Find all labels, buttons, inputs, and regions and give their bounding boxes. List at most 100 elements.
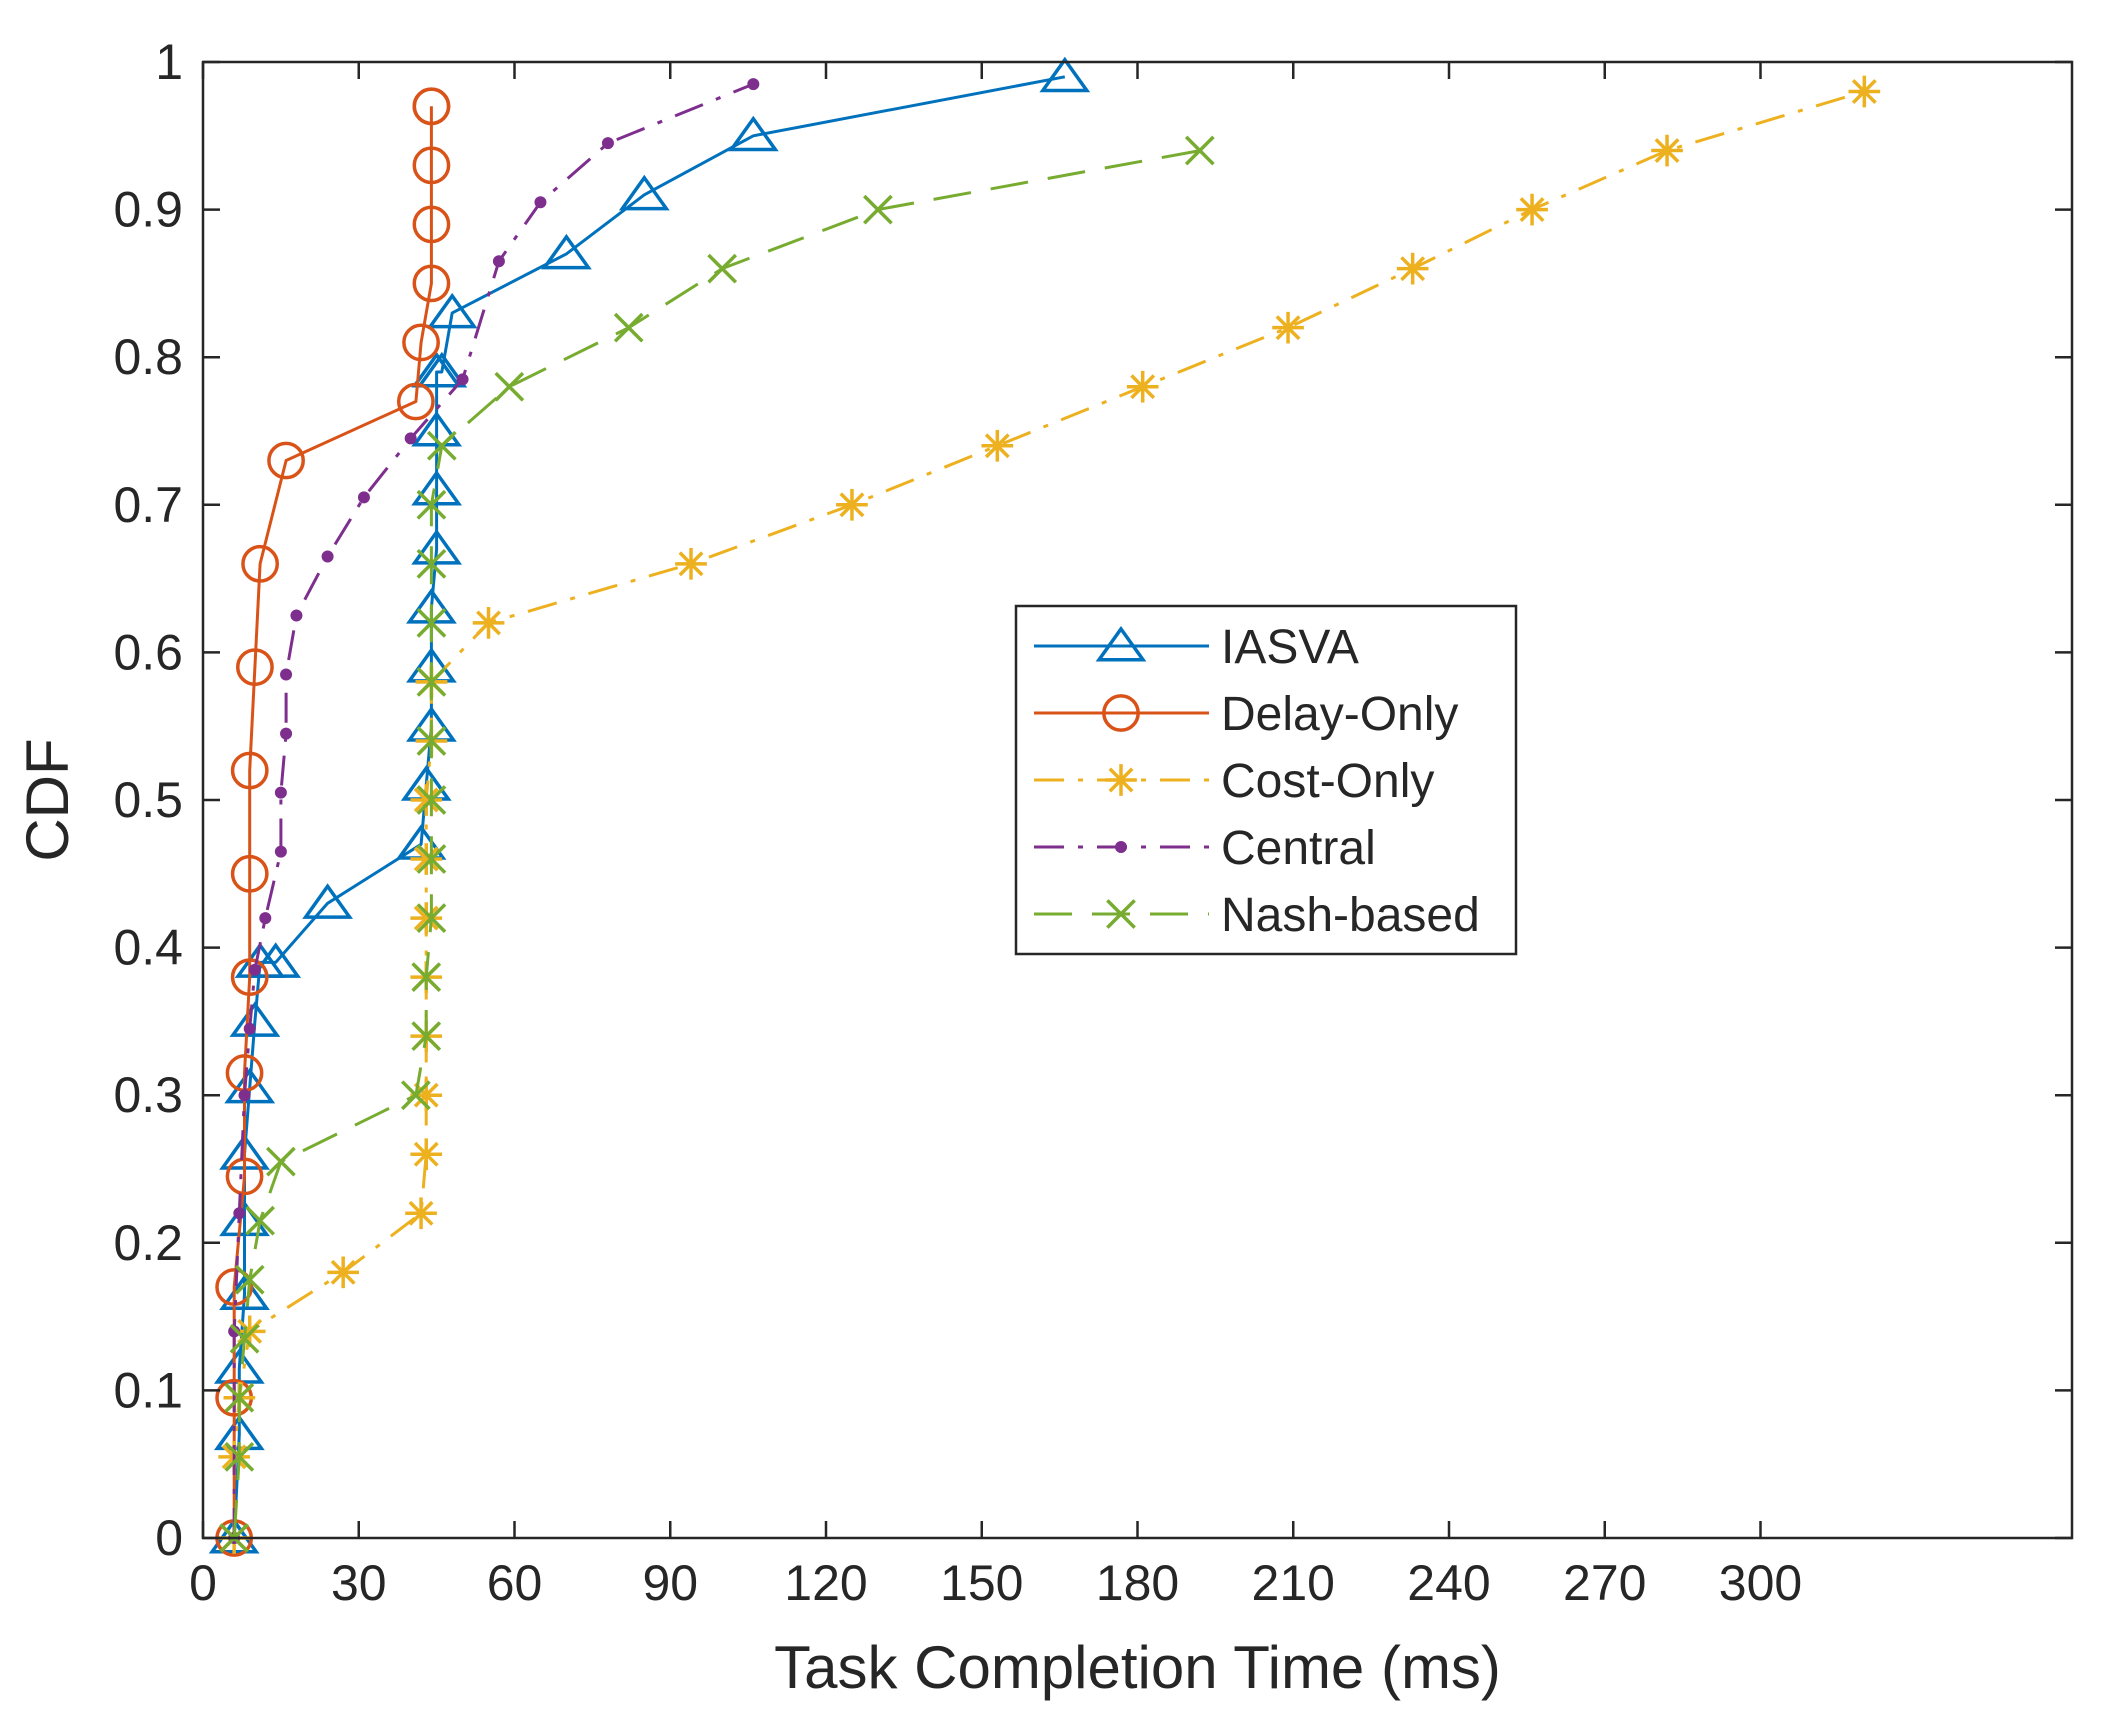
triangle-marker [229,1001,281,1037]
circle-marker [396,382,435,421]
point-marker [1115,841,1127,853]
cross-marker [411,962,442,992]
cross-stroke [416,548,447,579]
point-marker [404,432,417,445]
y-tick-label: 0.5 [113,772,183,828]
circle-marker [412,264,451,303]
triangle-marker [411,529,463,565]
legend-entry: Cost-Only [1034,755,1434,808]
asterisk-stroke [413,846,439,872]
asterisk-marker [981,429,1014,462]
cross-marker [234,1264,265,1295]
asterisk-marker [1848,75,1881,108]
series-nash-based [219,135,1215,1553]
asterisk-stroke [678,551,704,577]
cross-stroke [1184,135,1215,166]
cross-stroke [863,194,893,225]
triangle-marker [411,410,463,447]
x-tick-label: 0 [189,1555,217,1611]
cross-marker [400,1080,431,1111]
cross-stroke [416,844,447,874]
cross-marker [863,194,893,225]
asterisk-stroke [1400,256,1426,282]
cross-stroke [265,1146,296,1177]
circle-marker [402,323,440,362]
cross-marker [416,785,447,815]
cross-marker [416,608,447,638]
cross-marker [426,430,457,461]
point-marker [456,373,469,386]
y-tick-label: 0.3 [113,1067,183,1123]
asterisk-stroke [408,1200,434,1226]
x-tick-label: 210 [1252,1555,1335,1611]
legend-entry: Nash-based [1034,889,1480,942]
point-marker [248,963,261,976]
asterisk-stroke [413,905,439,931]
point-marker [238,1089,251,1102]
legend-entry: IASVA [1034,621,1359,674]
asterisk-marker [1651,134,1683,167]
cross-stroke [416,667,447,697]
series-iasva [208,56,1091,1554]
y-tick-label: 0.9 [113,182,183,238]
cross-stroke [416,785,447,815]
cross-stroke [613,312,644,343]
triangle-marker [1039,56,1091,93]
circle-marker [1102,694,1140,732]
legend-label: Nash-based [1221,889,1480,942]
asterisk-marker [1126,370,1159,403]
cross-marker [245,1205,275,1236]
asterisk-stroke [1654,138,1680,163]
point-marker [280,668,293,681]
point-marker [747,78,760,91]
cross-stroke [416,489,447,520]
triangle-marker [219,1200,270,1237]
circle-marker [412,146,451,185]
point-marker [357,491,370,504]
asterisk-marker [405,1197,437,1230]
asterisk-stroke [1851,79,1877,104]
asterisk-marker [327,1256,360,1289]
cross-marker [416,667,447,697]
x-tick-label: 240 [1407,1555,1490,1611]
legend-label: Central [1221,822,1376,875]
y-tick-label: 0.6 [113,624,183,680]
asterisk-stroke [413,1141,439,1167]
cross-marker [416,726,447,756]
cross-marker [229,1323,260,1354]
cross-stroke [234,1264,265,1295]
asterisk-marker [472,607,505,639]
triangle-marker [224,1067,276,1104]
circle-marker [236,648,274,687]
cross-marker [416,548,447,579]
series-line [232,75,1066,1539]
x-tick-label: 120 [784,1555,867,1611]
point-marker [274,845,287,858]
cross-marker [613,312,644,343]
asterisk-stroke [984,433,1010,459]
point-marker [274,786,287,799]
x-tick-label: 300 [1719,1555,1802,1611]
cross-stroke [224,1441,255,1472]
cross-stroke [411,1021,442,1052]
asterisk-stroke [413,787,439,813]
cross-stroke [426,430,457,461]
asterisk-stroke [1519,197,1545,223]
triangle-marker [302,883,354,919]
point-marker [280,727,293,740]
asterisk-marker [1272,311,1304,344]
asterisk-stroke [330,1259,356,1285]
asterisk-stroke [839,492,865,518]
circle-marker [230,751,269,790]
y-axis-label: CDF [14,738,81,861]
cross-stroke [416,903,447,933]
asterisk-stroke [1275,315,1301,341]
circle-marker [225,1157,264,1196]
cross-stroke [416,726,447,756]
x-tick-label: 270 [1563,1555,1646,1611]
cross-stroke [245,1205,275,1236]
circle-marker [412,205,451,244]
asterisk-marker [410,1138,443,1171]
cross-marker [224,1382,255,1413]
triangle-marker [618,174,670,211]
